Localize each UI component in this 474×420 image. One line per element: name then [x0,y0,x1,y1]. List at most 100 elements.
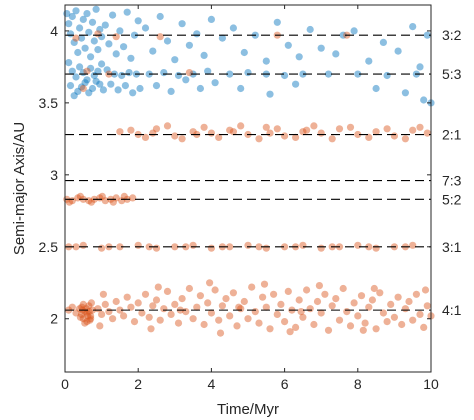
data-point-series-2 [398,320,406,329]
data-point-series-2 [101,300,109,308]
data-point-series-2 [98,192,106,200]
data-point-series-1 [284,41,292,49]
data-point-series-1 [218,34,226,42]
x-tick-label: 10 [423,376,439,392]
data-point-series-2 [79,315,87,323]
data-point-series-2 [262,303,270,311]
resonance-label: 5:3 [442,66,462,82]
data-point-series-1 [281,71,289,80]
data-point-series-1 [114,86,122,94]
data-point-series-2 [324,326,333,334]
data-point-series-2 [127,126,135,134]
data-point-series-2 [321,290,329,298]
data-point-series-1 [332,50,340,58]
data-point-series-1 [134,17,142,25]
data-point-series-2 [72,309,80,317]
data-point-series-1 [262,57,270,65]
data-point-series-2 [409,241,417,249]
data-point-series-1 [88,84,97,93]
data-point-series-2 [244,315,252,323]
data-point-series-1 [226,70,234,78]
data-point-series-2 [196,292,204,300]
data-point-series-2 [299,241,307,249]
data-point-series-2 [270,290,278,298]
data-point-series-1 [94,67,102,75]
data-point-series-1 [416,63,424,71]
data-point-series-2 [281,243,289,251]
data-point-series-2 [72,243,80,251]
data-point-series-1 [237,84,245,93]
data-point-series-2 [328,135,336,143]
data-point-series-2 [200,123,208,131]
data-point-series-1 [379,38,387,47]
data-point-series-2 [286,328,294,336]
data-point-series-2 [233,322,241,330]
data-point-series-1 [105,40,113,48]
x-tick-label: 6 [281,376,289,392]
data-point-series-2 [226,126,234,134]
resonance-label: 7:3 [442,173,462,189]
data-point-series-2 [185,284,193,293]
data-point-series-1 [74,48,82,57]
data-point-series-2 [421,286,430,294]
data-point-series-2 [361,319,369,327]
data-point-series-1 [204,67,212,75]
data-point-series-2 [215,133,223,141]
resonance-lines [65,34,431,311]
data-point-series-2 [416,310,424,318]
data-point-series-2 [262,244,270,252]
data-point-series-2 [226,312,234,320]
resonance-label: 5:2 [442,191,462,207]
data-point-series-2 [206,279,214,287]
data-point-series-2 [401,305,409,313]
data-point-series-2 [141,133,150,141]
data-point-series-2 [409,126,417,134]
data-point-series-1 [324,70,333,78]
data-point-series-1 [90,37,98,45]
data-point-series-2 [350,299,358,307]
data-point-series-2 [163,122,172,130]
data-point-series-1 [96,25,104,34]
data-point-series-2 [273,125,281,133]
data-point-series-2 [216,329,225,337]
data-point-series-2 [409,316,417,324]
data-point-series-1 [182,76,190,84]
data-point-series-2 [248,283,256,291]
data-point-series-2 [85,308,93,316]
data-point-series-2 [317,309,325,317]
data-point-series-2 [98,310,106,318]
data-point-series-2 [310,122,318,130]
data-point-series-1 [65,20,73,28]
data-point-series-1 [372,84,380,93]
data-point-series-2 [346,322,355,330]
plot-frame [64,4,432,373]
data-point-series-2 [423,129,431,137]
data-point-series-1 [306,25,314,34]
data-point-series-2 [354,130,362,139]
data-point-series-1 [83,10,91,18]
data-point-series-2 [284,287,292,295]
data-point-series-1 [244,69,252,77]
data-point-series-2 [79,84,87,93]
data-point-series-2 [145,313,153,321]
data-point-series-2 [178,135,186,143]
data-point-series-2 [116,306,124,314]
data-point-series-2 [87,198,95,206]
data-point-series-2 [260,280,269,288]
data-point-series-2 [77,310,86,318]
data-point-series-2 [134,241,142,249]
data-point-series-1 [401,89,409,97]
data-point-series-2 [174,319,183,327]
data-point-series-2 [277,300,285,308]
data-point-series-2 [120,192,128,200]
data-point-series-1 [72,7,80,15]
data-point-series-1 [299,70,307,78]
data-point-series-2 [229,128,237,136]
data-point-series-1 [88,18,97,26]
data-point-series-2 [189,128,197,136]
data-point-series-2 [405,297,413,306]
data-point-series-1 [85,28,93,36]
data-point-series-2 [152,244,161,252]
data-point-series-2 [335,125,344,133]
data-point-series-2 [112,297,120,306]
